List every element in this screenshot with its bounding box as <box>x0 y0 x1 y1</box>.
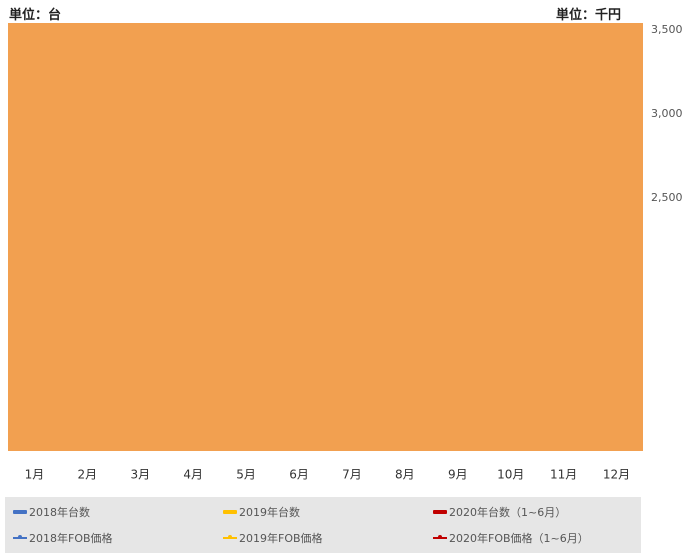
legend-label: 2020年台数（1~6月） <box>449 506 567 519</box>
x-tick-label: 10月 <box>497 468 524 482</box>
legend-swatch-2018-fob <box>13 535 27 539</box>
right-axis-unit: 単位：千円 <box>556 8 622 23</box>
left-axis-unit: 単位：台 <box>9 8 62 23</box>
x-tick-label: 5月 <box>236 468 256 482</box>
x-tick-label: 4月 <box>183 468 203 482</box>
legend-item-2019-units: 2019年台数 <box>223 502 300 522</box>
x-tick-label: 8月 <box>395 468 415 482</box>
legend-label: 2020年FOB価格（1~6月） <box>449 532 589 545</box>
legend-label: 2018年FOB価格 <box>29 532 113 545</box>
x-tick-label: 3月 <box>130 468 150 482</box>
legend-swatch-2019-units <box>223 510 237 514</box>
legend-item-2019-fob: 2019年FOB価格 <box>223 528 323 548</box>
x-tick-label: 11月 <box>550 468 577 482</box>
legend-swatch-2019-fob <box>223 535 237 539</box>
legend-swatch-2018-units <box>13 510 27 514</box>
legend-item-2020-units: 2020年台数（1~6月） <box>433 502 566 522</box>
legend: 2018年台数 2019年台数 2020年台数（1~6月） 2018年FOB価格… <box>5 497 641 553</box>
legend-item-2018-fob: 2018年FOB価格 <box>13 528 113 548</box>
legend-swatch-2020-fob <box>433 535 447 539</box>
plot-area <box>8 23 643 451</box>
legend-item-2018-units: 2018年台数 <box>13 502 90 522</box>
legend-swatch-2020-units <box>433 510 447 514</box>
x-tick-label: 12月 <box>603 468 630 482</box>
x-tick-label: 2月 <box>78 468 98 482</box>
legend-label: 2018年台数 <box>29 506 90 519</box>
y-right-tick-label: 2,500 <box>651 191 683 204</box>
y-right-tick-label: 3,000 <box>651 107 683 120</box>
y-right-tick-label: 3,500 <box>651 23 683 36</box>
x-tick-label: 7月 <box>342 468 362 482</box>
x-tick-label: 6月 <box>289 468 309 482</box>
x-tick-label: 9月 <box>448 468 468 482</box>
legend-label: 2019年FOB価格 <box>239 532 323 545</box>
legend-label: 2019年台数 <box>239 506 300 519</box>
legend-item-2020-fob: 2020年FOB価格（1~6月） <box>433 528 589 548</box>
x-tick-label: 1月 <box>25 468 45 482</box>
